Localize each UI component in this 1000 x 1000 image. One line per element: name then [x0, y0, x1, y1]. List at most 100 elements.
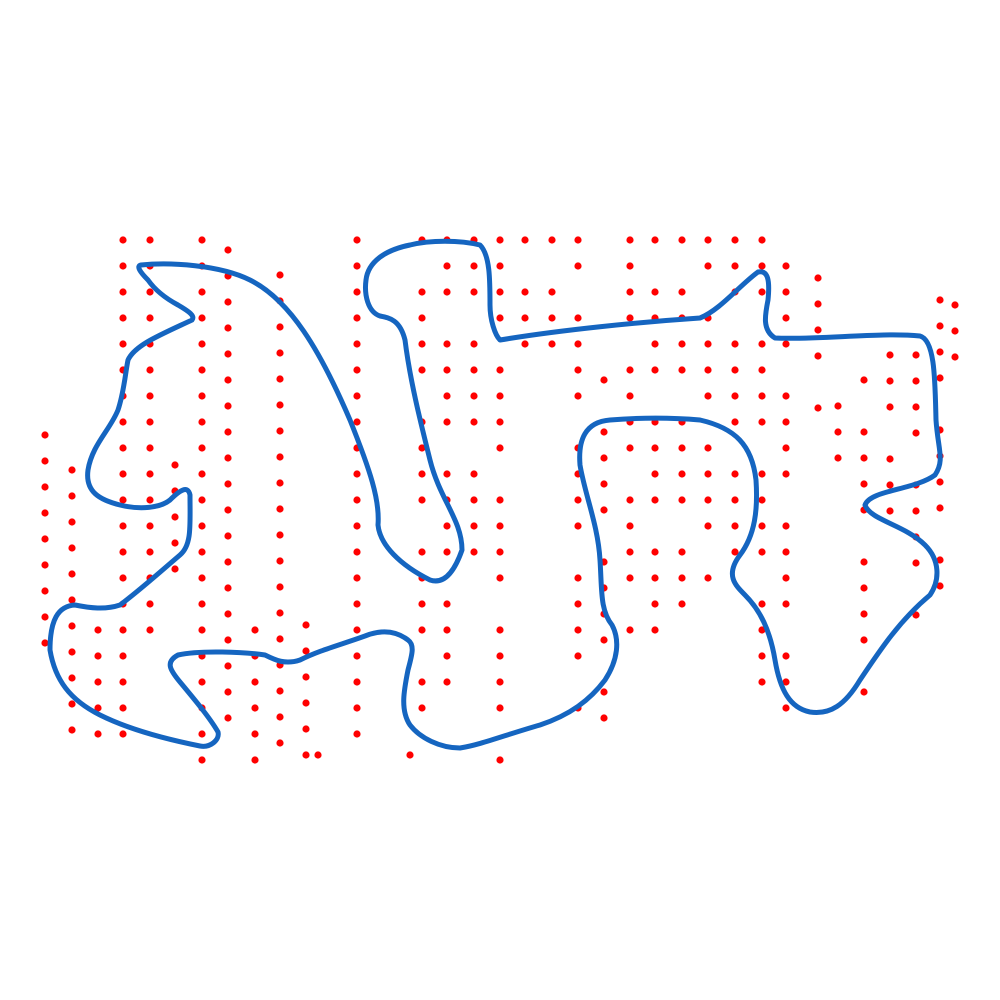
- red-dot: [443, 288, 450, 295]
- red-dot: [418, 704, 425, 711]
- red-dot: [68, 596, 75, 603]
- red-dot: [198, 236, 205, 243]
- red-dot: [496, 574, 503, 581]
- red-dot: [276, 479, 283, 486]
- red-dot: [548, 288, 555, 295]
- red-dot: [353, 522, 360, 529]
- red-dot: [224, 662, 231, 669]
- red-dot: [198, 600, 205, 607]
- red-dot: [574, 574, 581, 581]
- red-dot: [704, 366, 711, 373]
- red-dot: [860, 610, 867, 617]
- red-dot: [314, 751, 321, 758]
- red-dot: [470, 366, 477, 373]
- red-dot: [198, 678, 205, 685]
- red-dot: [782, 444, 789, 451]
- red-dot: [521, 288, 528, 295]
- red-dot: [276, 687, 283, 694]
- red-dot: [886, 507, 893, 514]
- red-dot: [353, 574, 360, 581]
- red-dot: [758, 470, 765, 477]
- red-dot: [496, 704, 503, 711]
- red-dot: [678, 574, 685, 581]
- red-dot: [600, 428, 607, 435]
- red-dot: [119, 652, 126, 659]
- red-dot: [224, 688, 231, 695]
- red-dot: [68, 622, 75, 629]
- red-dot: [353, 678, 360, 685]
- red-dot: [251, 678, 258, 685]
- red-dot: [146, 548, 153, 555]
- red-dot: [626, 444, 633, 451]
- red-dot: [198, 756, 205, 763]
- red-dot: [678, 470, 685, 477]
- red-dot: [171, 565, 178, 572]
- red-dot: [119, 340, 126, 347]
- red-dot: [119, 314, 126, 321]
- red-dot: [860, 558, 867, 565]
- red-dot: [936, 478, 943, 485]
- red-dot: [68, 700, 75, 707]
- red-dot: [574, 236, 581, 243]
- red-dot: [276, 271, 283, 278]
- red-dot: [496, 678, 503, 685]
- red-dot: [626, 574, 633, 581]
- red-dot: [678, 444, 685, 451]
- red-dot: [353, 470, 360, 477]
- red-dot: [912, 403, 919, 410]
- red-dot: [731, 340, 738, 347]
- red-dot: [814, 274, 821, 281]
- red-dot: [470, 418, 477, 425]
- red-dot: [470, 262, 477, 269]
- red-dot: [521, 340, 528, 347]
- red-dot: [758, 340, 765, 347]
- red-dot: [302, 673, 309, 680]
- red-dot: [198, 314, 205, 321]
- red-dot: [731, 522, 738, 529]
- red-dot: [626, 496, 633, 503]
- red-dot: [951, 353, 958, 360]
- red-dot: [119, 730, 126, 737]
- red-dot: [198, 574, 205, 581]
- red-dot: [600, 714, 607, 721]
- red-dot: [782, 470, 789, 477]
- red-dot: [574, 600, 581, 607]
- red-dot: [443, 262, 450, 269]
- red-dot: [146, 444, 153, 451]
- red-dot: [418, 600, 425, 607]
- red-dot: [406, 751, 413, 758]
- red-dot: [814, 326, 821, 333]
- red-dot: [758, 522, 765, 529]
- red-dot: [418, 288, 425, 295]
- red-dot: [146, 626, 153, 633]
- red-dot: [782, 392, 789, 399]
- red-dot: [443, 366, 450, 373]
- red-dot: [651, 236, 658, 243]
- red-dot: [443, 340, 450, 347]
- red-dot: [470, 496, 477, 503]
- red-dot: [198, 626, 205, 633]
- red-dot: [119, 470, 126, 477]
- red-dot: [600, 688, 607, 695]
- red-dot: [198, 444, 205, 451]
- red-dot: [302, 751, 309, 758]
- red-dot: [651, 496, 658, 503]
- red-dot: [678, 288, 685, 295]
- red-dot: [224, 714, 231, 721]
- red-dot: [886, 377, 893, 384]
- red-dot: [41, 561, 48, 568]
- red-dot: [521, 236, 528, 243]
- red-dot: [834, 454, 841, 461]
- red-dot: [224, 584, 231, 591]
- red-dot: [814, 300, 821, 307]
- red-dot: [418, 366, 425, 373]
- red-dot: [782, 288, 789, 295]
- red-dot: [782, 704, 789, 711]
- red-dot: [198, 366, 205, 373]
- red-dot: [353, 236, 360, 243]
- red-dot: [782, 418, 789, 425]
- red-dot: [94, 678, 101, 685]
- red-dot: [198, 730, 205, 737]
- red-dot: [548, 340, 555, 347]
